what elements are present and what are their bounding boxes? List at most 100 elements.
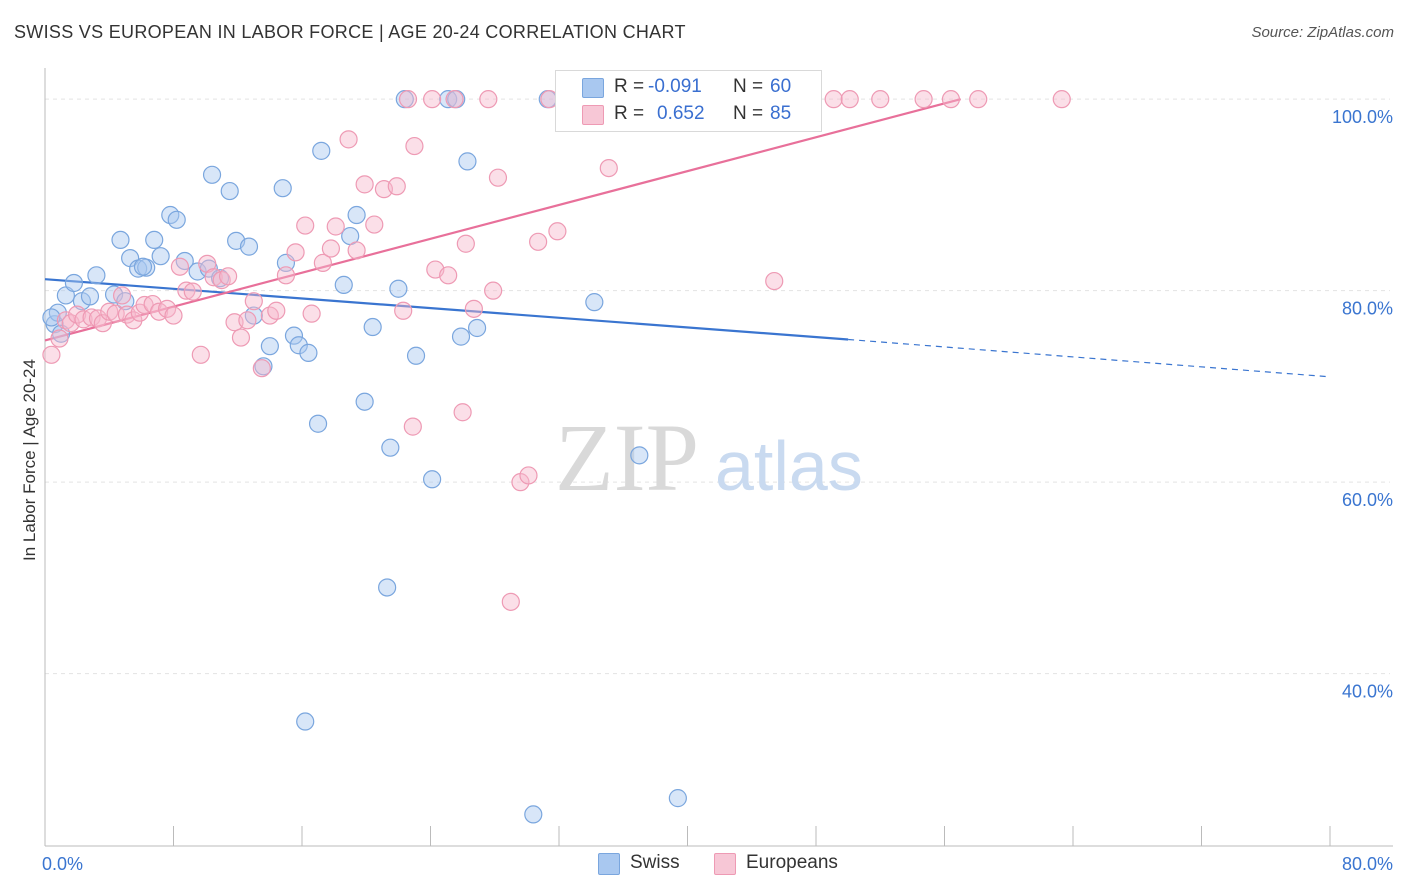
- europeans-point: [267, 301, 286, 320]
- swiss-point: [389, 279, 408, 298]
- europeans-point: [302, 304, 321, 323]
- tick-labels: 100.0% 80.0% 60.0% 40.0% 0.0% 80.0%: [42, 107, 1393, 874]
- europeans-n-value: 85: [770, 103, 792, 124]
- europeans-point: [529, 232, 548, 251]
- europeans-point: [355, 175, 374, 194]
- europeans-point: [387, 177, 406, 196]
- swiss-point: [378, 578, 397, 597]
- europeans-point: [238, 311, 257, 330]
- bottom-legend-europeans: Europeans: [714, 852, 854, 876]
- europeans-point: [1052, 90, 1071, 109]
- swiss-point: [406, 346, 426, 365]
- swiss-r-value: -0.091: [648, 76, 702, 97]
- europeans-point: [93, 314, 112, 333]
- y-tick-label: 100.0%: [1332, 107, 1393, 127]
- swiss-point: [467, 318, 487, 338]
- europeans-point: [219, 267, 238, 286]
- swiss-point: [260, 337, 279, 356]
- swiss-point: [334, 275, 353, 295]
- europeans-point: [339, 130, 358, 149]
- watermark: ZIP atlas: [555, 404, 863, 511]
- europeans-point: [456, 234, 475, 253]
- swiss-point: [220, 181, 239, 201]
- europeans-point: [82, 308, 101, 327]
- y-tick-label: 80.0%: [1342, 299, 1393, 319]
- europeans-point: [398, 90, 418, 109]
- chart-title: SWISS VS EUROPEAN IN LABOR FORCE | AGE 2…: [14, 22, 686, 42]
- x-tick-label: 0.0%: [42, 854, 83, 874]
- legend-row-swiss: R = -0.091 N = 60: [556, 75, 821, 101]
- swiss-point: [145, 230, 164, 250]
- swiss-point: [239, 237, 259, 256]
- swiss-point: [296, 712, 315, 731]
- swiss-point: [202, 165, 222, 184]
- bottom-europeans-label: Europeans: [746, 852, 838, 873]
- europeans-point: [286, 243, 305, 262]
- europeans-point: [326, 217, 345, 236]
- europeans-point: [445, 90, 464, 109]
- europeans-point: [170, 257, 190, 276]
- europeans-point: [599, 158, 618, 178]
- europeans-point: [484, 281, 503, 300]
- europeans-n-label: N =: [733, 103, 764, 124]
- bottom-swiss-swatch: [598, 853, 620, 875]
- europeans-point: [765, 271, 784, 291]
- swiss-r-label: R =: [614, 76, 645, 97]
- axes: [44, 68, 1393, 847]
- swiss-point: [630, 446, 649, 465]
- europeans-point: [177, 281, 196, 300]
- europeans-point: [347, 241, 366, 260]
- europeans-trend-line: [44, 98, 961, 342]
- watermark-zip: ZIP: [555, 404, 699, 511]
- swiss-point: [524, 805, 543, 824]
- europeans-point: [56, 311, 75, 330]
- europeans-point: [100, 302, 119, 321]
- europeans-point: [519, 466, 538, 485]
- europeans-point: [394, 301, 413, 320]
- watermark-atlas: atlas: [715, 427, 863, 505]
- grid-lines: [45, 98, 1390, 675]
- europeans-point: [191, 345, 210, 364]
- europeans-point: [42, 345, 61, 364]
- swiss-point: [347, 205, 366, 225]
- swiss-trend-extension: [848, 338, 1331, 378]
- europeans-point: [453, 403, 472, 422]
- swiss-point: [363, 317, 382, 337]
- swiss-point: [355, 392, 374, 411]
- europeans-point: [50, 329, 69, 348]
- y-tick-label: 60.0%: [1342, 490, 1393, 510]
- europeans-r-label: R =: [614, 103, 645, 124]
- legend-row-europeans: R = 0.652 N = 85: [556, 102, 821, 128]
- swiss-point: [175, 251, 194, 271]
- y-tick-label: 40.0%: [1342, 682, 1393, 702]
- europeans-point: [941, 90, 961, 109]
- europeans-point: [252, 359, 271, 378]
- europeans-point: [164, 306, 183, 325]
- swiss-point: [167, 210, 186, 229]
- swiss-point: [423, 470, 442, 489]
- europeans-point: [276, 266, 296, 285]
- europeans-point: [439, 266, 458, 285]
- swiss-point: [668, 789, 687, 808]
- swiss-point: [381, 438, 400, 457]
- europeans-point: [871, 90, 890, 109]
- swiss-point: [42, 308, 61, 327]
- europeans-point: [244, 292, 263, 311]
- correlation-legend: R = -0.091 N = 60 R = 0.652 N = 85: [555, 70, 822, 132]
- x-tick-label: 80.0%: [1342, 854, 1393, 874]
- swiss-point: [87, 266, 106, 285]
- europeans-swatch: [582, 105, 604, 125]
- swiss-point: [312, 141, 331, 160]
- europeans-point: [824, 90, 843, 109]
- swiss-point: [284, 326, 304, 345]
- europeans-point: [403, 417, 422, 436]
- europeans-point: [840, 90, 859, 109]
- europeans-point: [914, 90, 933, 109]
- swiss-point: [289, 336, 308, 355]
- swiss-point: [308, 414, 328, 433]
- trend-lines: [44, 98, 1331, 378]
- swiss-point: [80, 287, 100, 306]
- swiss-point: [133, 257, 153, 276]
- europeans-point: [321, 239, 341, 258]
